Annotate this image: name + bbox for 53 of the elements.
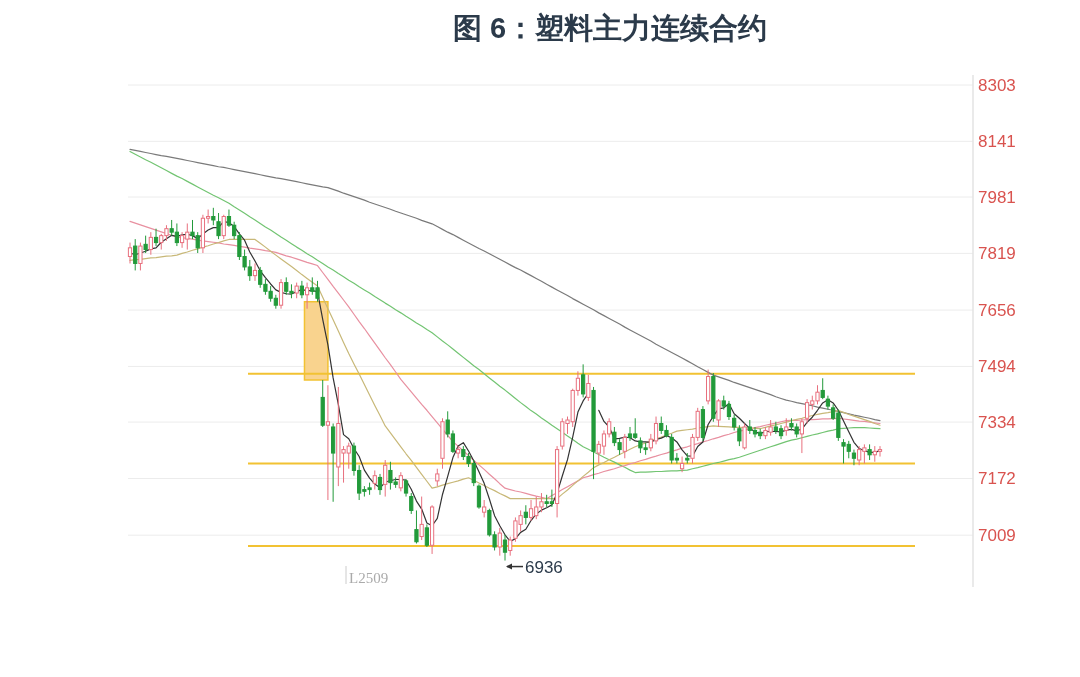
y-tick-label: 7494	[978, 357, 1016, 377]
y-tick-label: 8141	[978, 132, 1016, 152]
candlestick	[679, 456, 685, 473]
candlestick	[414, 509, 419, 545]
candlestick	[325, 384, 331, 501]
annotation: L2509	[349, 570, 389, 586]
y-tick-label: 7334	[978, 413, 1016, 433]
line-series	[129, 148, 881, 422]
candlestick	[127, 242, 133, 264]
y-tick-label: 7656	[978, 301, 1016, 321]
candlestick	[372, 469, 377, 491]
line-series	[129, 150, 881, 474]
candlestick	[138, 242, 143, 271]
candlestick	[627, 426, 633, 442]
candlestick	[622, 433, 627, 459]
candlestick	[278, 278, 284, 310]
candlestick	[383, 459, 388, 498]
y-tick-label: 8303	[978, 76, 1016, 95]
candlestick	[877, 445, 883, 458]
candlestick	[523, 504, 528, 525]
candlestick	[133, 238, 138, 271]
y-tick-label: 7819	[978, 244, 1016, 264]
candlestick	[653, 416, 659, 445]
candlestick	[742, 422, 747, 451]
candlestick	[304, 282, 310, 310]
candlestick	[148, 231, 153, 256]
candlestick	[851, 449, 857, 466]
candlestick	[716, 398, 721, 428]
candlestick	[252, 262, 258, 282]
candlestick	[398, 471, 403, 492]
candlestick	[456, 445, 461, 459]
candlestick	[377, 473, 383, 496]
candlestick	[586, 374, 591, 402]
candlestick	[419, 496, 424, 541]
candlestick	[497, 527, 502, 557]
candlestick	[820, 377, 825, 400]
candlestick	[508, 536, 513, 557]
candlestick	[409, 492, 414, 515]
candlestick	[424, 523, 429, 548]
y-tick-label: 7981	[978, 188, 1016, 208]
candlestick	[216, 212, 221, 240]
y-tick-label: 7009	[978, 526, 1016, 546]
candlestick	[221, 214, 226, 240]
candlestick	[581, 363, 586, 398]
chart-title: 图 6：塑料主力连续合约	[452, 12, 768, 44]
y-tick-label: 7172	[978, 469, 1016, 489]
annotation: 6936	[525, 557, 563, 577]
candlestick	[752, 426, 758, 438]
candlestick	[799, 417, 804, 454]
candlestick	[502, 534, 508, 562]
candlestick	[737, 424, 742, 447]
candlestick	[153, 228, 159, 247]
candlestick	[476, 483, 482, 510]
